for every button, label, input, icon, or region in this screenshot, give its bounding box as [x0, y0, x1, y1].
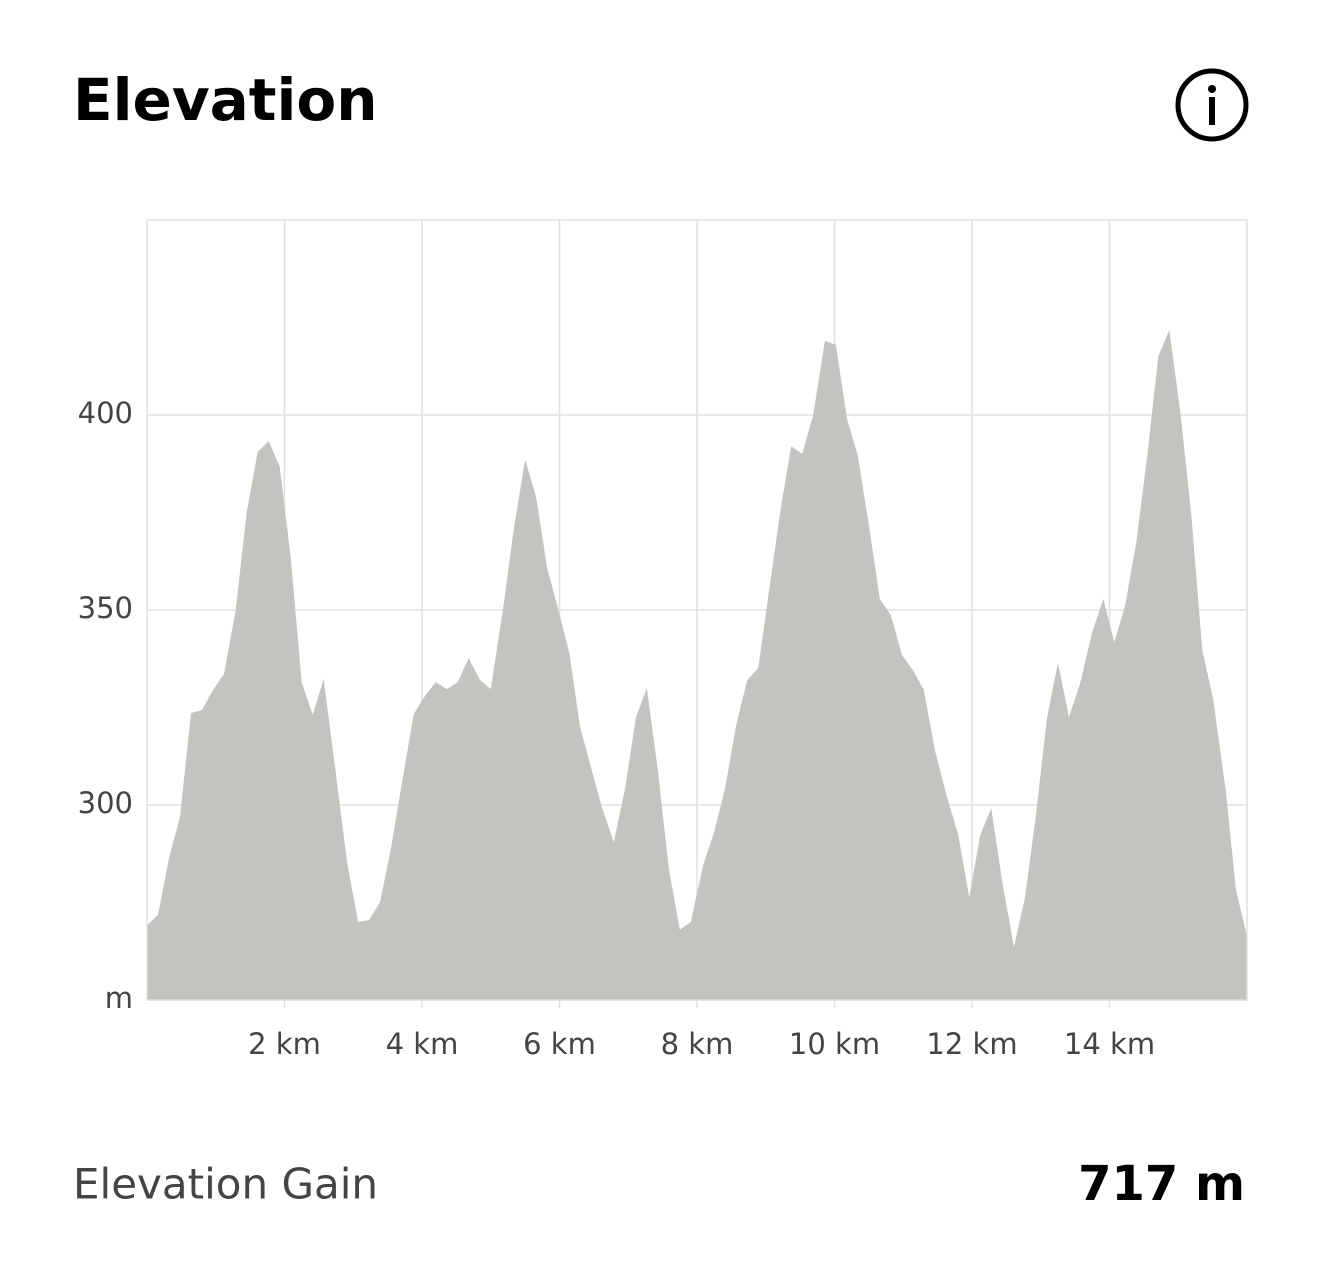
info-icon[interactable]	[1175, 68, 1249, 142]
elevation-area	[147, 329, 1247, 1001]
plot-border	[146, 219, 1248, 1001]
info-dot	[1208, 85, 1216, 93]
plot: m 300 350 400 2 km 4 km 6 km 8 km 10 km 12 km 14 k…	[78, 220, 1247, 1061]
footer-value: 717 m	[1078, 1156, 1245, 1212]
info-stem	[1209, 97, 1215, 125]
footer-label: Elevation Gain	[73, 1160, 378, 1209]
y-tick-label: 400	[78, 396, 133, 430]
y-tick-label: 350	[78, 591, 133, 625]
x-tick-label: 12 km	[926, 1027, 1017, 1061]
title: Elevation	[73, 66, 378, 134]
info-button[interactable]	[1175, 68, 1249, 142]
y-tick-label: m	[105, 981, 133, 1015]
x-tick-label: 2 km	[248, 1027, 321, 1061]
x-tick-label: 4 km	[386, 1027, 459, 1061]
x-tick-label: 8 km	[661, 1027, 734, 1061]
x-tick-label: 14 km	[1064, 1027, 1155, 1061]
x-tick-label: 6 km	[523, 1027, 596, 1061]
y-tick-label: 300	[78, 786, 133, 820]
x-tick-label: 10 km	[789, 1027, 880, 1061]
